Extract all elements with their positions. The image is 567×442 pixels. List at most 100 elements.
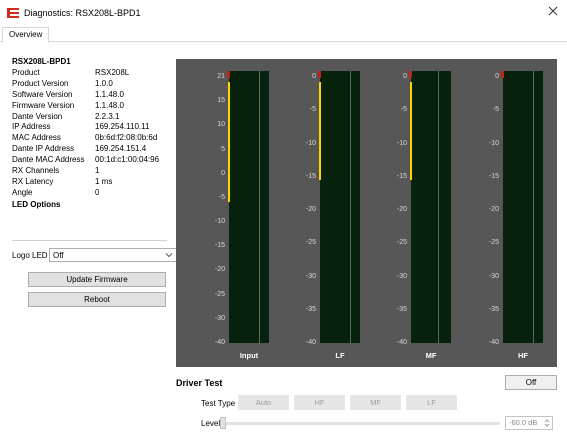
info-value: 1 — [95, 166, 100, 176]
scale-tick-label: -25 — [214, 290, 225, 298]
scale-tick-label: -25 — [305, 239, 316, 247]
driver-test-off-button[interactable]: Off — [505, 375, 557, 390]
meter-hf — [501, 71, 543, 343]
info-value: 1.1.48.0 — [95, 89, 124, 99]
test-type-hf-button[interactable]: HF — [294, 395, 345, 410]
info-key: MAC Address — [12, 133, 61, 143]
scale-tick-label: -15 — [488, 172, 499, 180]
info-row: Angle 0 — [12, 188, 172, 199]
info-key: Firmware Version — [12, 100, 75, 110]
test-type-lf-button[interactable]: LF — [406, 395, 457, 410]
title-bar: Diagnostics: RSX208L-BPD1 — [0, 0, 567, 26]
info-key: Product — [12, 68, 40, 77]
meter-lf — [318, 71, 360, 343]
meter-label: LF — [335, 351, 345, 360]
scale-tick-label: -15 — [305, 172, 316, 180]
chevron-down-icon — [165, 253, 173, 258]
info-value: 2.2.3.1 — [95, 111, 120, 121]
tab-overview[interactable]: Overview — [2, 27, 50, 43]
scale-tick-label: -40 — [396, 339, 407, 346]
scale-tick-label: -20 — [488, 206, 499, 213]
info-value: 169.254.110.11 — [95, 122, 150, 132]
scale-tick-label: -10 — [305, 139, 316, 147]
test-type-auto-button[interactable]: Auto — [238, 395, 289, 410]
scale-tick-label: -5 — [218, 193, 225, 201]
info-key: Angle — [12, 187, 33, 197]
level-bar — [410, 81, 412, 180]
close-icon — [548, 6, 558, 16]
scale-tick-label: -40 — [488, 339, 499, 346]
close-button[interactable] — [547, 6, 559, 18]
info-value: RSX208L — [95, 68, 130, 77]
info-value: 169.254.151.4 — [95, 144, 147, 154]
reboot-button[interactable]: Reboot — [28, 292, 166, 307]
info-row: Software Version 1.1.48.0 — [12, 90, 172, 101]
info-value: 1 ms — [95, 176, 113, 186]
meter-label: MF — [425, 351, 437, 360]
scale-tick-label: -30 — [488, 272, 499, 280]
spin-arrows-icon — [544, 419, 550, 427]
level-spinbox[interactable]: -60.0 dB — [505, 416, 553, 430]
scale-tick-label: -5 — [309, 106, 316, 114]
info-key: Product Version — [12, 78, 69, 88]
scale-tick-label: -10 — [396, 139, 407, 147]
driver-test-heading: Driver Test — [176, 378, 223, 388]
info-key: IP Address — [12, 122, 51, 132]
level-slider-track[interactable] — [222, 422, 500, 425]
scale-tick-label: 0 — [221, 169, 225, 177]
test-type-mf-button[interactable]: MF — [350, 395, 401, 410]
info-row: MAC Address 0b:6d:f2:08:0b:6d — [12, 133, 172, 144]
scale-tick-label: 5 — [221, 145, 225, 153]
info-key: RX Latency — [12, 176, 54, 186]
scale-tick-label: -25 — [488, 239, 499, 247]
tab-bar: Overview — [0, 26, 567, 43]
led-options-heading: LED Options — [12, 199, 61, 209]
device-name: RSX208L-BPD1 — [12, 57, 71, 66]
logo-led-row: Logo LED Off — [12, 248, 178, 262]
scale-tick-label: -35 — [305, 305, 316, 313]
level-value: -60.0 dB — [509, 418, 538, 427]
info-row: RX Channels 1 — [12, 166, 172, 177]
logo-led-value: Off — [53, 251, 64, 260]
scale-tick-label: 0 — [495, 73, 499, 80]
meter-divider — [438, 71, 439, 343]
info-value: 0b:6d:f2:08:0b:6d — [95, 133, 158, 143]
meter-label: HF — [518, 351, 528, 360]
scale-tick-label: -10 — [214, 218, 225, 226]
scale-tick-label: -20 — [396, 206, 407, 213]
clip-indicator — [227, 71, 230, 78]
meter-input — [227, 71, 269, 343]
level-bar — [228, 81, 230, 202]
info-row: Dante MAC Address 00:1d:c1:00:04:96 — [12, 155, 172, 166]
logo-led-label: Logo LED — [12, 251, 48, 260]
scale-tick-label: -30 — [214, 314, 225, 322]
info-key: Dante MAC Address — [12, 155, 85, 165]
info-row: Product RSX208L — [12, 68, 172, 79]
info-key: Software Version — [12, 89, 73, 99]
meter-divider — [350, 71, 351, 343]
clip-indicator — [409, 71, 412, 78]
scale-tick-label: -20 — [214, 266, 225, 274]
level-label: Level — [201, 419, 221, 428]
scale-tick-label: 0 — [403, 73, 407, 80]
info-key: RX Channels — [12, 166, 60, 176]
level-bar — [319, 81, 321, 180]
info-value: 0 — [95, 187, 100, 197]
scale-tick-label: -40 — [305, 339, 316, 346]
logo-led-select[interactable]: Off — [49, 248, 178, 262]
scale-tick-label: -25 — [396, 239, 407, 247]
info-row: Dante IP Address 169.254.151.4 — [12, 144, 172, 155]
scale-tick-label: 10 — [217, 121, 225, 129]
update-firmware-button[interactable]: Update Firmware — [28, 272, 166, 287]
info-row: IP Address 169.254.110.11 — [12, 122, 172, 133]
window-title: Diagnostics: RSX208L-BPD1 — [24, 8, 141, 18]
scale-tick-label: -35 — [396, 305, 407, 313]
scale-tick-label: 21 — [217, 73, 225, 80]
level-slider-thumb[interactable] — [220, 417, 226, 429]
info-row: Product Version 1.0.0 — [12, 79, 172, 90]
info-row: RX Latency 1 ms — [12, 177, 172, 188]
clip-indicator — [318, 71, 321, 78]
scale-tick-label: -10 — [488, 139, 499, 147]
info-value: 1.0.0 — [95, 78, 113, 88]
scale-tick-label: -15 — [214, 242, 225, 250]
